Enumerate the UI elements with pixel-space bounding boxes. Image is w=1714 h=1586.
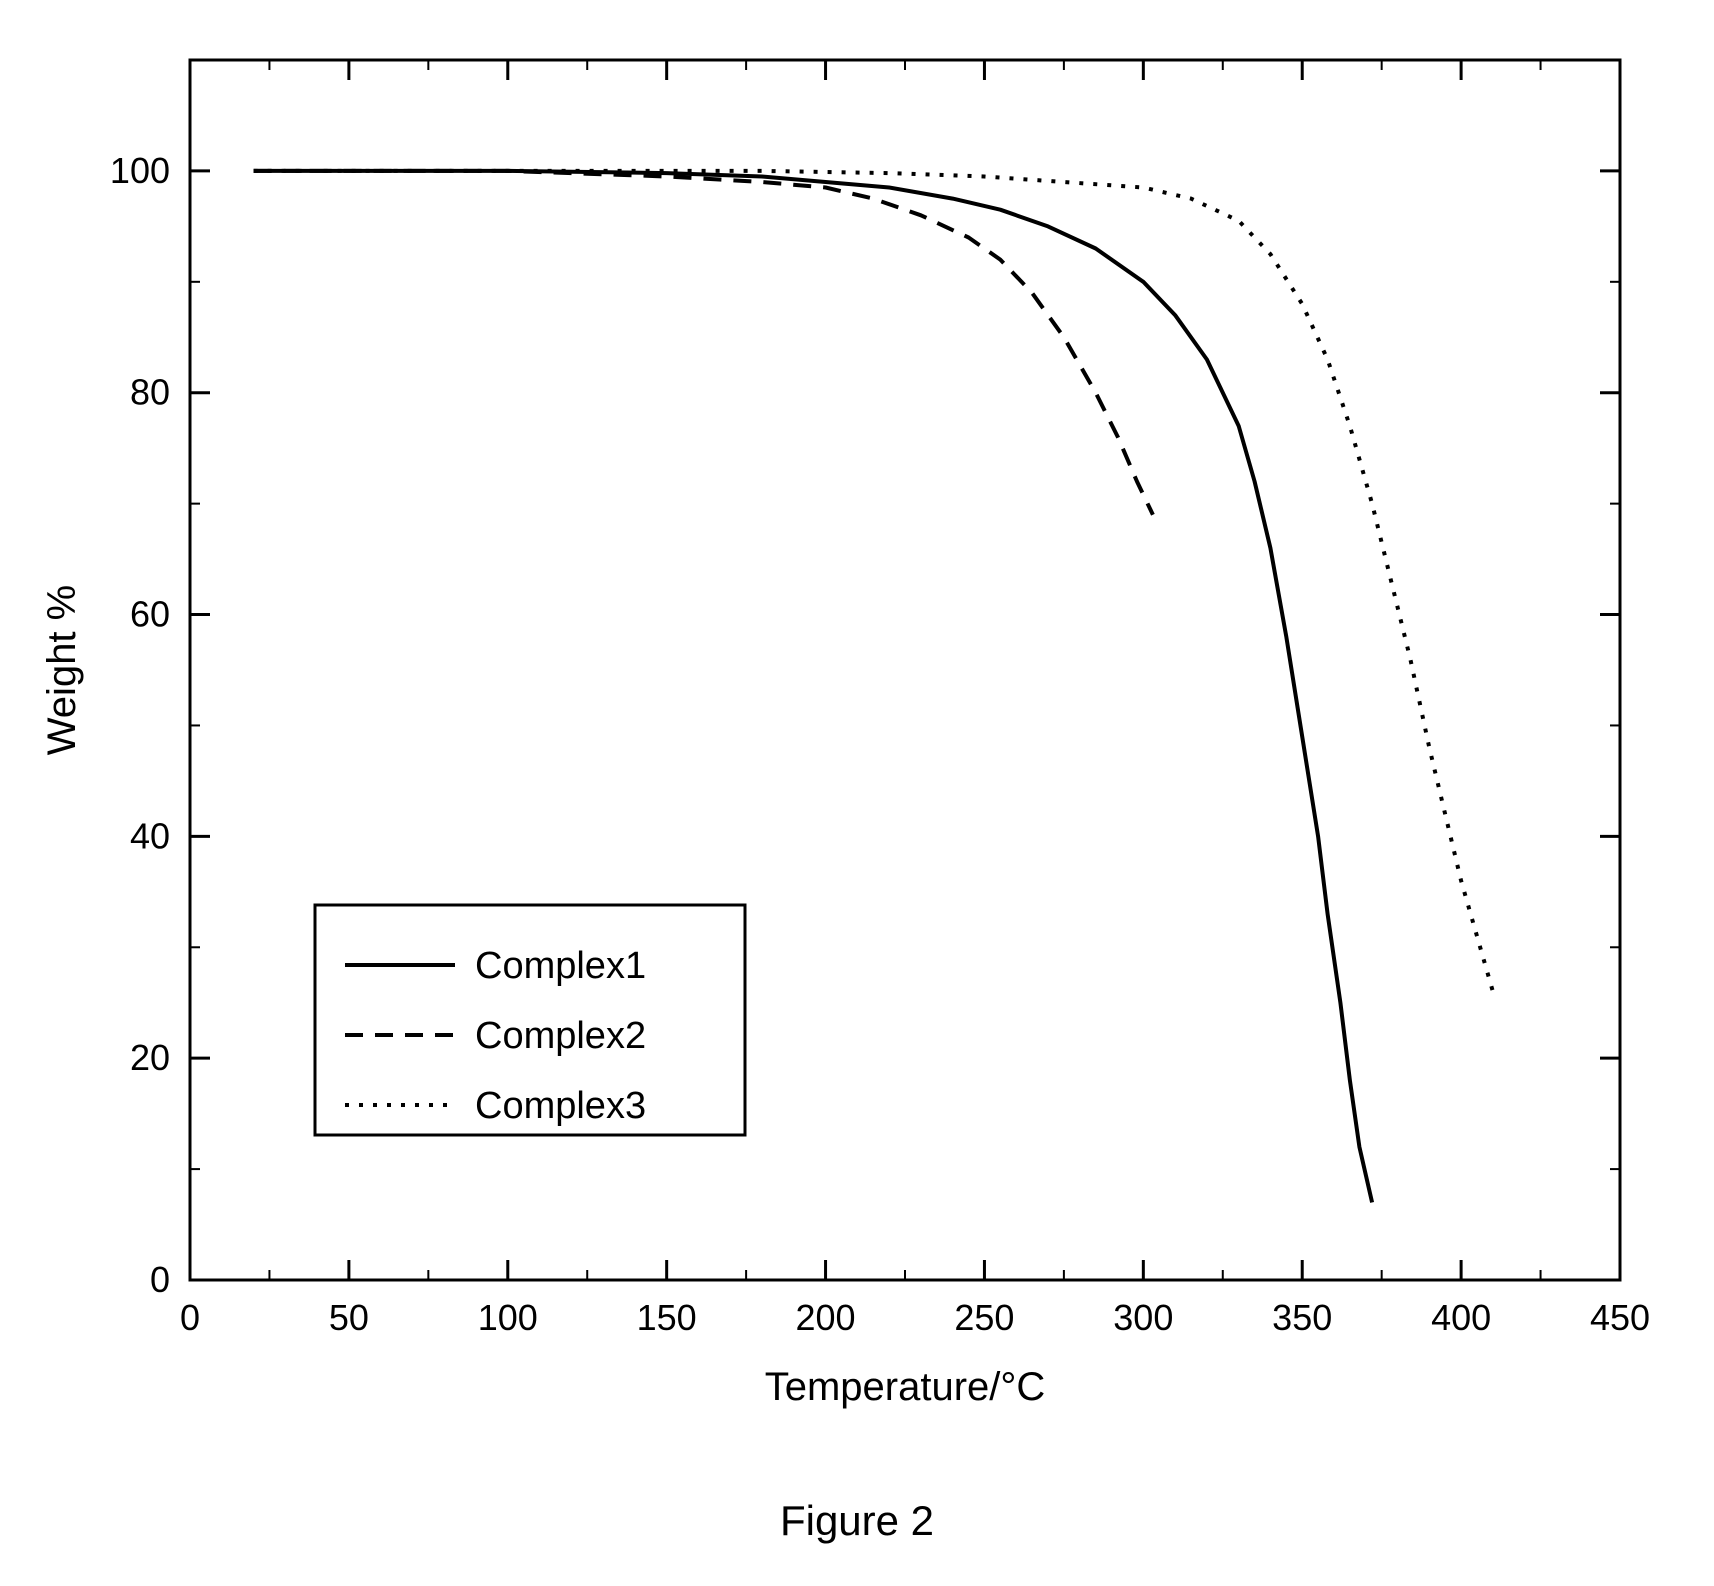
legend-label: Complex3	[475, 1085, 646, 1127]
x-tick-label: 450	[1590, 1297, 1650, 1338]
x-tick-label: 50	[329, 1297, 369, 1338]
x-tick-label: 100	[478, 1297, 538, 1338]
legend-label: Complex2	[475, 1015, 646, 1057]
x-tick-label: 200	[796, 1297, 856, 1338]
legend: Complex1 Complex2 Complex3	[315, 905, 745, 1135]
y-tick-label: 100	[110, 150, 170, 191]
tga-chart: 0 50 100 150 200 250 300 350 400 450 0 20 40 60 80 100 T…	[0, 0, 1714, 1586]
x-tick-label: 150	[637, 1297, 697, 1338]
x-tick-label: 400	[1431, 1297, 1491, 1338]
x-tick-label: 350	[1272, 1297, 1332, 1338]
x-tick-label: 300	[1113, 1297, 1173, 1338]
x-tick-label: 250	[954, 1297, 1014, 1338]
y-tick-label: 80	[130, 372, 170, 413]
y-tick-label: 40	[130, 815, 170, 856]
figure-caption: Figure 2	[780, 1497, 934, 1544]
y-tick-label: 60	[130, 594, 170, 635]
y-axis-label: Weight %	[40, 585, 84, 755]
y-tick-label: 0	[150, 1259, 170, 1300]
x-axis-label: Temperature/°C	[765, 1365, 1046, 1409]
y-tick-label: 20	[130, 1037, 170, 1078]
legend-label: Complex1	[475, 945, 646, 987]
x-tick-label: 0	[180, 1297, 200, 1338]
